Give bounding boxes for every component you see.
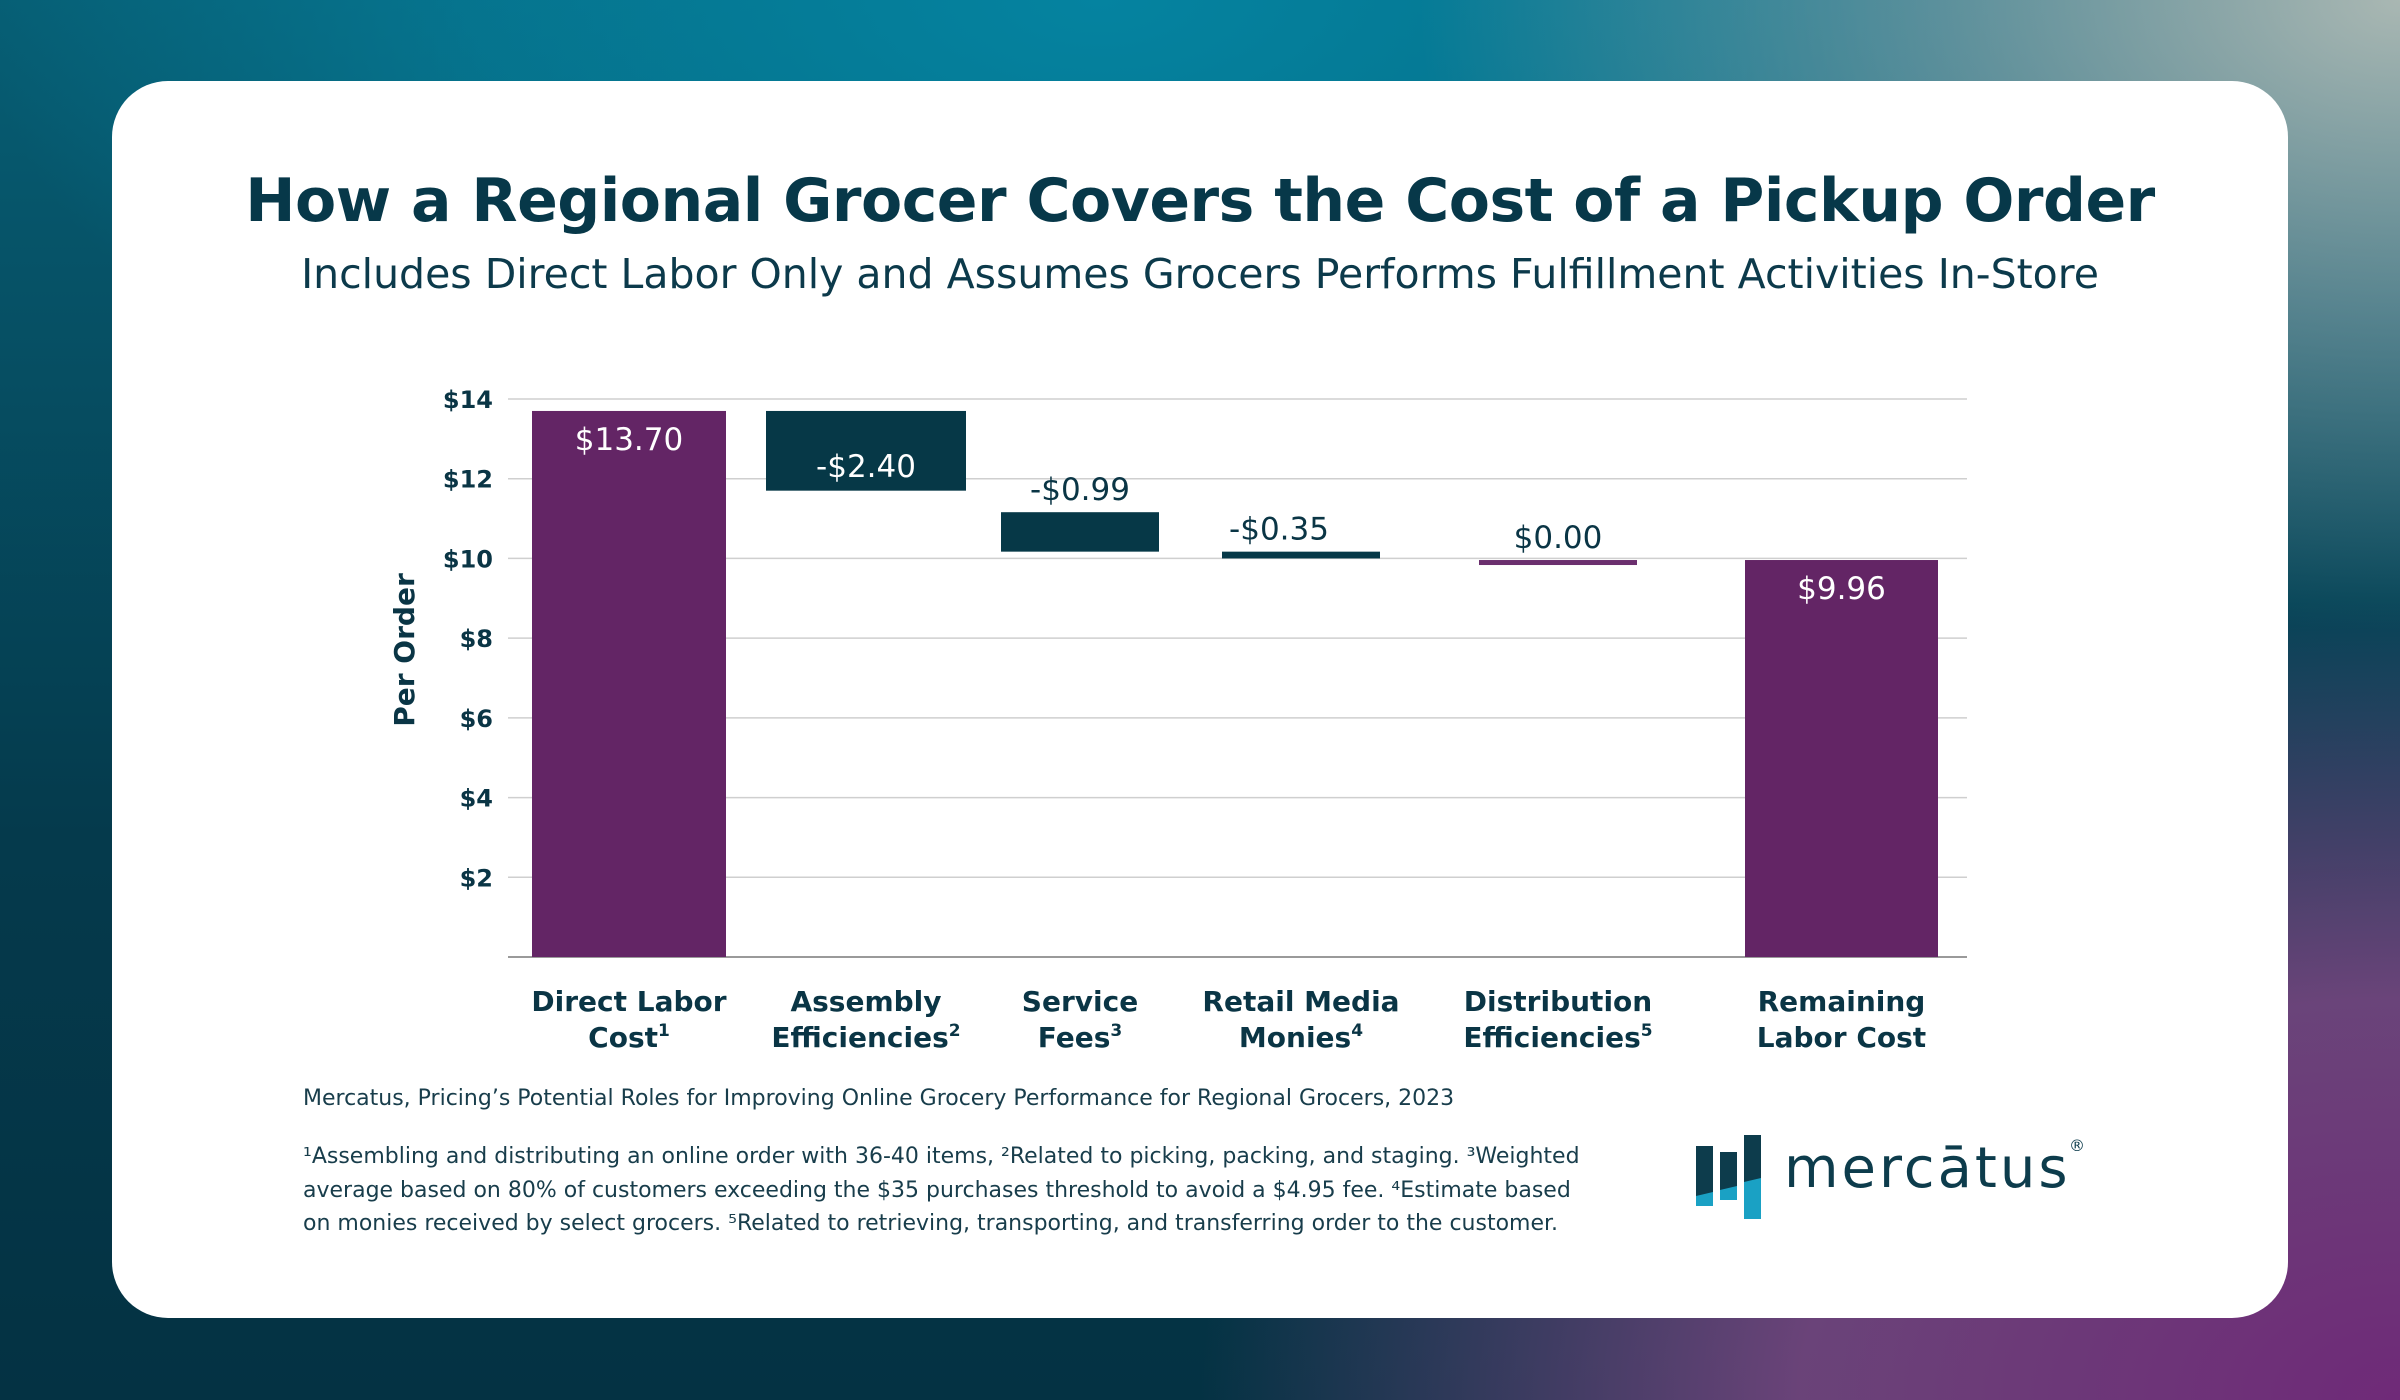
y-tick-label: $10 [443, 545, 493, 573]
value-label: -$0.99 [1030, 472, 1130, 508]
x-tick-label: Distribution [1464, 985, 1652, 1018]
source-citation: Mercatus, Pricing’s Potential Roles for … [303, 1086, 1455, 1111]
bar-2 [766, 410, 966, 491]
value-labels: $13.70 -$2.40 -$0.99 -$0.35 $0.00 $9.96 [575, 422, 1886, 607]
bar-4 [1222, 551, 1380, 559]
bar-6 [1745, 560, 1938, 957]
gridlines [508, 398, 1967, 958]
x-tick-label: Assembly [790, 985, 941, 1018]
x-tick-label: Efficiencies2 [771, 1021, 960, 1054]
x-tick-label: Service [1022, 985, 1138, 1018]
y-tick-label: $12 [443, 466, 493, 494]
bar-5 [1479, 560, 1637, 566]
y-tick-label: $14 [443, 386, 493, 414]
value-label: $13.70 [575, 422, 683, 458]
x-tick-label: Remaining [1758, 985, 1926, 1018]
bar-3 [1001, 512, 1159, 552]
y-tick-label: $6 [460, 705, 493, 733]
footnote-line: average based on 80% of customers exceed… [303, 1177, 1571, 1203]
chart-title: How a Regional Grocer Covers the Cost of… [245, 166, 2155, 236]
x-tick-label: Monies4 [1239, 1021, 1363, 1054]
value-label: -$2.40 [816, 449, 916, 485]
x-tick-label: Retail Media [1202, 985, 1399, 1018]
x-tick-label: Labor Cost [1757, 1021, 1926, 1054]
value-label: -$0.35 [1229, 512, 1329, 548]
footnote-marker: 4 [1351, 1021, 1363, 1041]
logo-wordmark: mercātus [1784, 1136, 2071, 1201]
value-label: $0.00 [1514, 520, 1603, 556]
y-tick-label: $4 [460, 785, 493, 813]
footnote-line: ¹Assembling and distributing an online o… [303, 1144, 1580, 1169]
value-label: $9.96 [1797, 571, 1886, 607]
mercatus-bars-icon [1696, 1135, 1761, 1219]
footnote-marker: 5 [1641, 1021, 1653, 1041]
y-axis-title: Per Order [388, 573, 421, 727]
mercatus-logo: mercātus ® [1694, 1132, 2094, 1222]
x-tick-label: Efficiencies5 [1463, 1021, 1652, 1054]
y-tick-label: $8 [460, 625, 493, 653]
x-tick-label: Direct Labor [531, 985, 726, 1018]
footnotes: ¹Assembling and distributing an online o… [303, 1140, 1603, 1241]
x-tick-label: Cost1 [588, 1021, 670, 1054]
footnote-marker: 2 [949, 1021, 961, 1041]
x-tick-label: Fees3 [1038, 1021, 1122, 1054]
bars [532, 410, 1938, 957]
footnote-line: on monies received by select grocers. ⁵R… [303, 1211, 1559, 1236]
footnote-marker: 3 [1110, 1021, 1122, 1041]
y-tick-label: $2 [460, 864, 493, 892]
footnote-marker: 1 [658, 1021, 670, 1041]
registered-mark: ® [2069, 1136, 2085, 1155]
y-axis-ticks: $2 $4 $6 $8 $10 $12 $14 [443, 386, 493, 892]
chart-subtitle: Includes Direct Labor Only and Assumes G… [301, 250, 2099, 298]
bar-1 [532, 410, 726, 957]
